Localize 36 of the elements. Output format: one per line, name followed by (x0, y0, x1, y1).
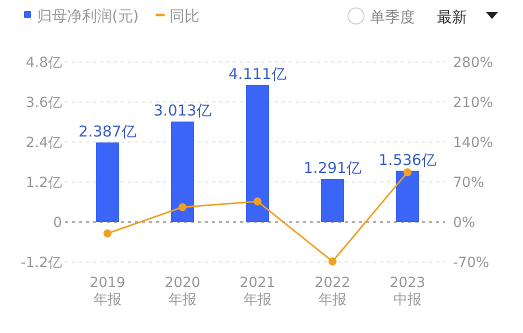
legend-label: 同比 (170, 7, 200, 25)
y2-tick-label: 0% (453, 215, 476, 231)
y2-tick-label: 70% (453, 175, 484, 191)
text: 最新 (437, 8, 467, 26)
y-tick-label: 3.6亿 (26, 95, 62, 111)
bar (171, 122, 194, 222)
point (104, 229, 112, 238)
y-tick-label: 1.2亿 (26, 175, 62, 191)
y2-tick-label: 210% (453, 95, 494, 111)
x-tick-label: 2021 年报 (240, 275, 276, 308)
point (178, 203, 186, 212)
point (404, 168, 412, 176)
y2-tick-label: 280% (453, 55, 494, 71)
x-tick-label: 2020 年报 (164, 275, 200, 308)
y2-tick-label: -70% (453, 255, 490, 271)
y-tick-label: 0 (53, 215, 62, 231)
bar (396, 170, 419, 222)
data-label: 1.536亿 (378, 150, 436, 169)
x-tick-label: 2019 年报 (90, 275, 126, 308)
point (254, 197, 262, 206)
bar (246, 84, 269, 222)
bar (96, 142, 119, 222)
data-label: 3.013亿 (154, 102, 212, 120)
point (328, 257, 336, 266)
bar (321, 178, 344, 222)
x-tick-label: 2023 中报 (390, 275, 426, 308)
y2-tick-label: 140% (453, 135, 494, 151)
y-tick-label: 4.8亿 (26, 55, 62, 71)
data-label: 4.111亿 (228, 64, 286, 83)
text: 单季度 (370, 8, 415, 26)
x-tick-label: 2022 年报 (314, 275, 350, 308)
y-tick-label: 2.4亿 (26, 135, 62, 151)
legend-label: 归母净利润(元) (37, 7, 139, 25)
data-label: 1.291亿 (304, 158, 362, 177)
data-label: 2.387亿 (78, 122, 136, 140)
y-tick-label: -1.2亿 (20, 255, 62, 271)
